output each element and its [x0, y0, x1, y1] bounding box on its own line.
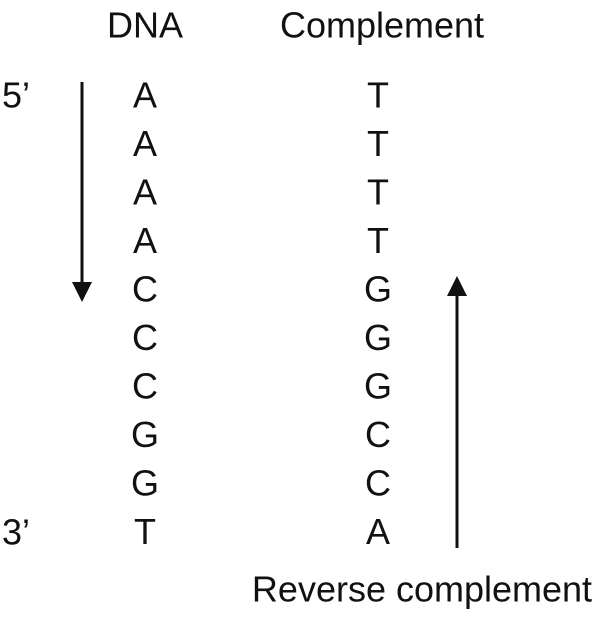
dna-header: DNA	[107, 5, 183, 46]
complement-base: C	[365, 414, 391, 455]
down-arrow-head	[72, 282, 92, 302]
complement-base: T	[367, 75, 389, 116]
complement-base: G	[364, 269, 392, 310]
complement-base: A	[366, 511, 390, 552]
complement-base: T	[367, 172, 389, 213]
dna-base: C	[132, 366, 158, 407]
dna-base: A	[133, 123, 157, 164]
dna-base: T	[134, 511, 156, 552]
complement-base: G	[364, 317, 392, 358]
dna-base: C	[132, 269, 158, 310]
dna-base: C	[132, 317, 158, 358]
dna-base: G	[131, 463, 159, 504]
complement-base: G	[364, 366, 392, 407]
three-prime-label: 3’	[2, 512, 30, 553]
up-arrow-head	[447, 276, 467, 296]
complement-header: Complement	[280, 5, 484, 46]
complement-base: C	[365, 463, 391, 504]
dna-base: A	[133, 75, 157, 116]
dna-base: G	[131, 414, 159, 455]
reverse-complement-label: Reverse complement	[252, 569, 592, 610]
dna-base: A	[133, 172, 157, 213]
five-prime-label: 5’	[2, 75, 30, 116]
sequence-rows: A TA TA TA TC GC GC GG CG CT A	[131, 75, 392, 553]
complement-base: T	[367, 123, 389, 164]
complement-base: T	[367, 220, 389, 261]
dna-base: A	[133, 220, 157, 261]
